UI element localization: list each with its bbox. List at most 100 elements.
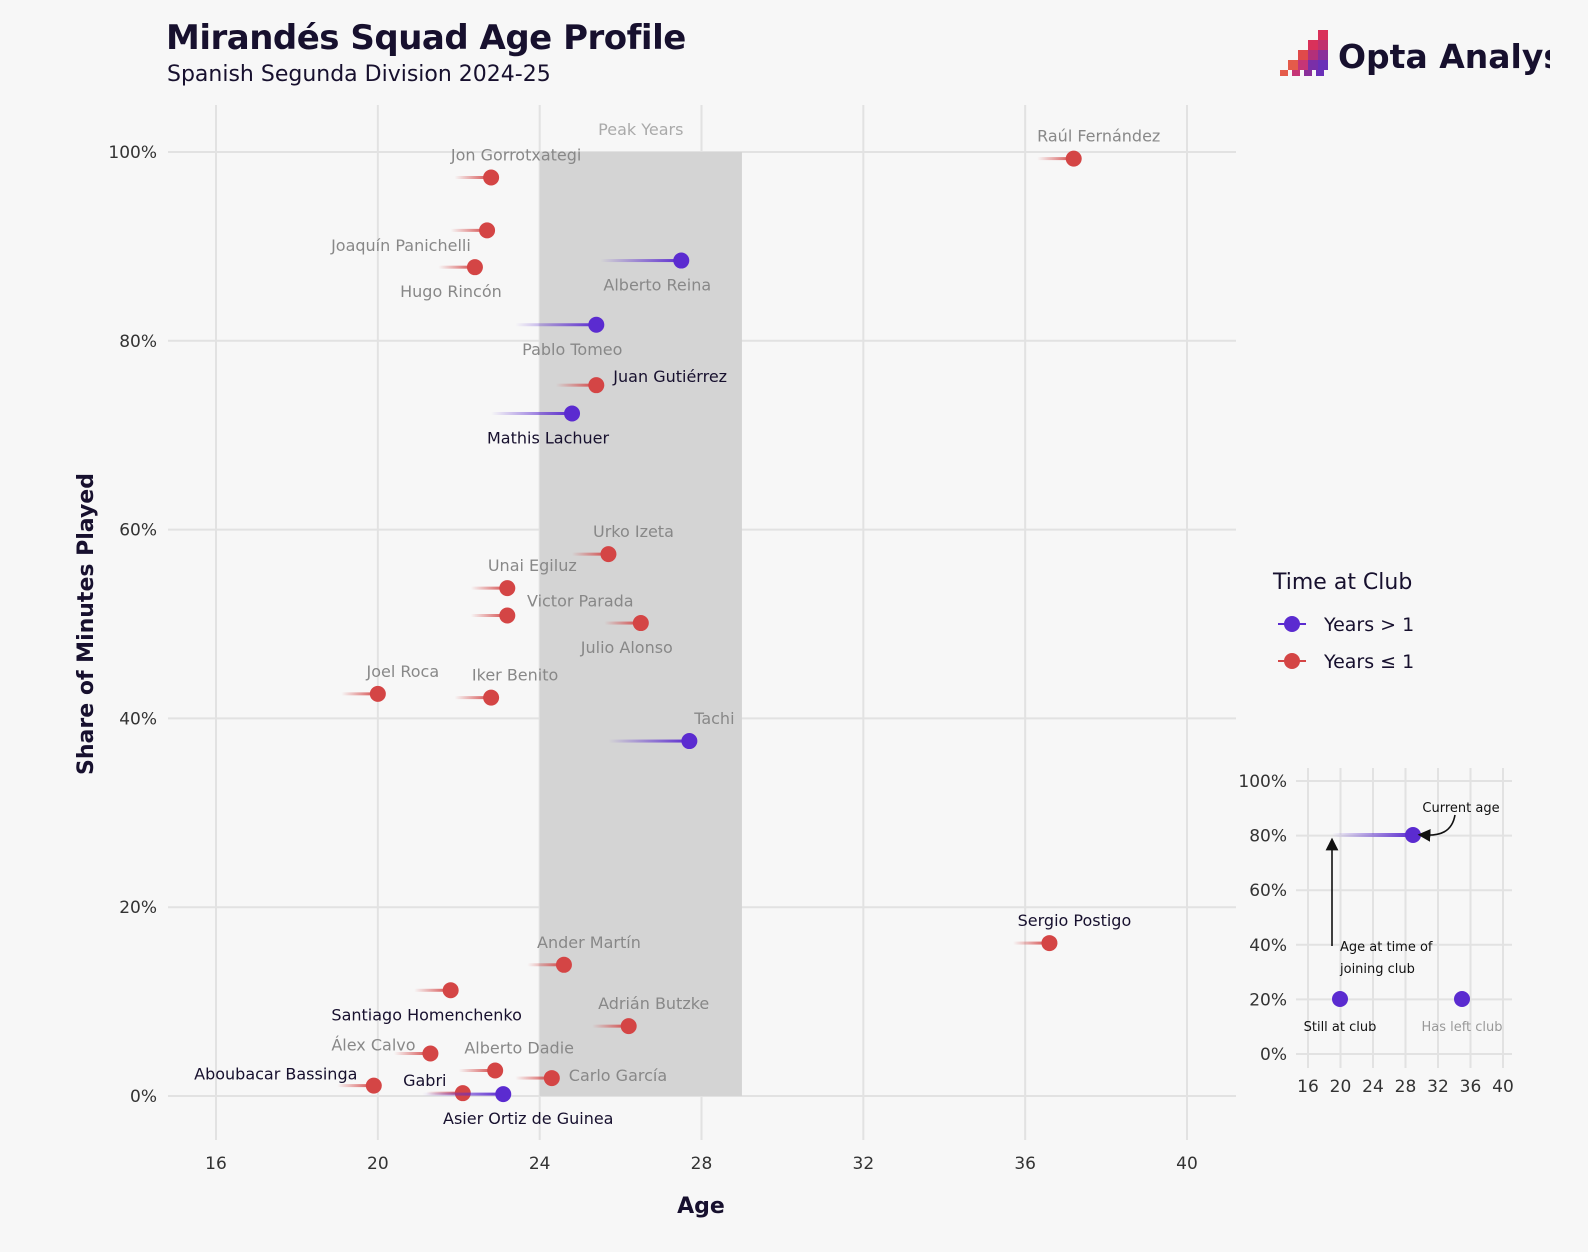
x-tick-label: 20 [367,1154,389,1174]
explainer-left-label: Has left club [1421,1020,1502,1035]
player-dot [673,252,690,269]
explainer-x-tick-label: 40 [1492,1077,1514,1097]
x-tick-label: 16 [205,1154,227,1174]
player-tenure-tail [600,259,682,263]
player-dot [620,1018,637,1035]
player-label: Urko Izeta [593,522,674,541]
chart-subtitle: Spanish Segunda Division 2024-25 [167,62,551,87]
player-label: Asier Ortiz de Guinea [443,1109,613,1128]
explainer-y-tick-label: 80% [1249,827,1287,847]
player-dot [1065,150,1082,167]
legend-label-years-gt-1: Years > 1 [1323,614,1414,636]
player-point: Asier Ortiz de Guinea [422,1086,613,1128]
player-point: Victor Parada [470,592,634,624]
explainer-still-dot [1332,991,1348,1007]
player-points: Raúl Fernández Jon Gorrotxategi Joaquín Pa… [194,127,1160,1129]
player-point: Adrián Butzke [592,994,709,1035]
player-dot [466,259,483,276]
legend-dot-red [1284,653,1300,669]
explainer-inset: 0% 20% 40% 60% 80% 100% 16 20 24 28 32 36 40 Curren… [1238,768,1514,1097]
y-tick-label: 0% [130,1087,157,1107]
explainer-still-label: Still at club [1304,1020,1377,1035]
player-tenure-tail [454,696,492,700]
player-label: Joel Roca [365,662,439,681]
explainer-current-age-label: Current age [1422,801,1499,816]
player-point: Jon Gorrotxategi [450,145,582,186]
player-tenure-tail [438,265,475,269]
player-dot [483,689,500,706]
explainer-joining-label-2: joining club [1339,962,1415,977]
player-dot [632,615,649,632]
x-tick-label: 28 [691,1154,713,1174]
player-point: Pablo Tomeo [515,316,622,359]
player-point: Julio Alonso [580,615,673,657]
x-tick-label: 40 [1176,1154,1198,1174]
legend-entry-years-le-1: Years ≤ 1 [1278,651,1414,673]
player-point: Raúl Fernández [1037,127,1160,167]
player-label: Adrián Butzke [598,994,709,1013]
player-label: Julio Alonso [580,638,673,657]
player-point: Unai Egiluz [470,556,577,597]
player-dot [495,1086,512,1103]
player-label: Santiago Homenchenko [331,1005,521,1024]
explainer-current-age-dot [1405,827,1421,843]
explainer-x-tick-label: 24 [1362,1077,1384,1097]
player-label: Hugo Rincón [400,282,502,301]
player-label: Gabri [403,1071,446,1090]
player-point: Alberto Dadie [458,1039,574,1079]
player-dot [555,956,572,973]
player-point: Tachi [608,709,735,750]
legend: Time at Club Years > 1 Years ≤ 1 [1272,570,1414,673]
player-point [450,222,496,239]
player-dot [588,316,605,333]
player-dot [543,1070,560,1087]
player-label: Carlo García [569,1066,667,1085]
player-label: Joaquín Panichelli [330,236,471,255]
player-point: Carlo García [515,1066,667,1087]
player-label: Raúl Fernández [1037,127,1160,146]
player-dot [365,1077,382,1094]
player-label: Jon Gorrotxategi [450,145,582,164]
explainer-tail [1332,833,1413,837]
y-tick-label: 60% [119,521,157,541]
legend-label-years-le-1: Years ≤ 1 [1323,651,1414,673]
explainer-x-tick-label: 20 [1330,1077,1352,1097]
player-point: Ander Martín [527,933,641,973]
opta-analyst-logo: Opta Analyst [1280,30,1550,76]
player-tenure-tail [341,692,378,696]
player-dot [681,733,698,750]
player-dot [499,607,516,624]
explainer-y-tick-label: 0% [1260,1045,1287,1065]
legend-entry-years-gt-1: Years > 1 [1278,614,1414,636]
player-point: Urko Izeta [572,522,674,563]
x-axis-label: Age [677,1194,725,1219]
explainer-left-dot [1454,991,1470,1007]
player-label: Alberto Reina [603,276,711,295]
player-dot [588,377,605,394]
explainer-current-age-arrow [1417,814,1456,842]
player-label: Unai Egiluz [488,556,577,575]
player-label: Alberto Dadie [464,1039,574,1058]
player-tenure-tail [555,383,597,387]
player-tenure-tail [1013,941,1050,945]
explainer-x-tick-label: 36 [1460,1077,1482,1097]
player-point: Joaquín Panichelli [330,236,483,276]
x-tick-label: 24 [529,1154,551,1174]
x-tick-label: 32 [853,1154,875,1174]
player-tenure-tail [515,1076,552,1080]
x-tick-label: 36 [1014,1154,1036,1174]
player-point: Juan Gutiérrez [555,367,727,394]
player-tenure-tail [491,411,573,415]
player-point: Sergio Postigo [1013,911,1131,952]
explainer-y-tick-label: 60% [1249,881,1287,901]
x-axis-ticks: 16 20 24 28 32 36 40 [205,1154,1198,1174]
player-tenure-tail [450,228,488,232]
player-dot [600,546,617,563]
y-tick-label: 100% [108,143,157,163]
player-tenure-tail [458,1069,496,1073]
explainer-x-tick-label: 16 [1297,1077,1319,1097]
explainer-x-tick-label: 32 [1427,1077,1449,1097]
player-dot [483,169,500,186]
explainer-y-tick-label: 40% [1249,936,1287,956]
logo-text: Opta Analyst [1338,37,1550,76]
